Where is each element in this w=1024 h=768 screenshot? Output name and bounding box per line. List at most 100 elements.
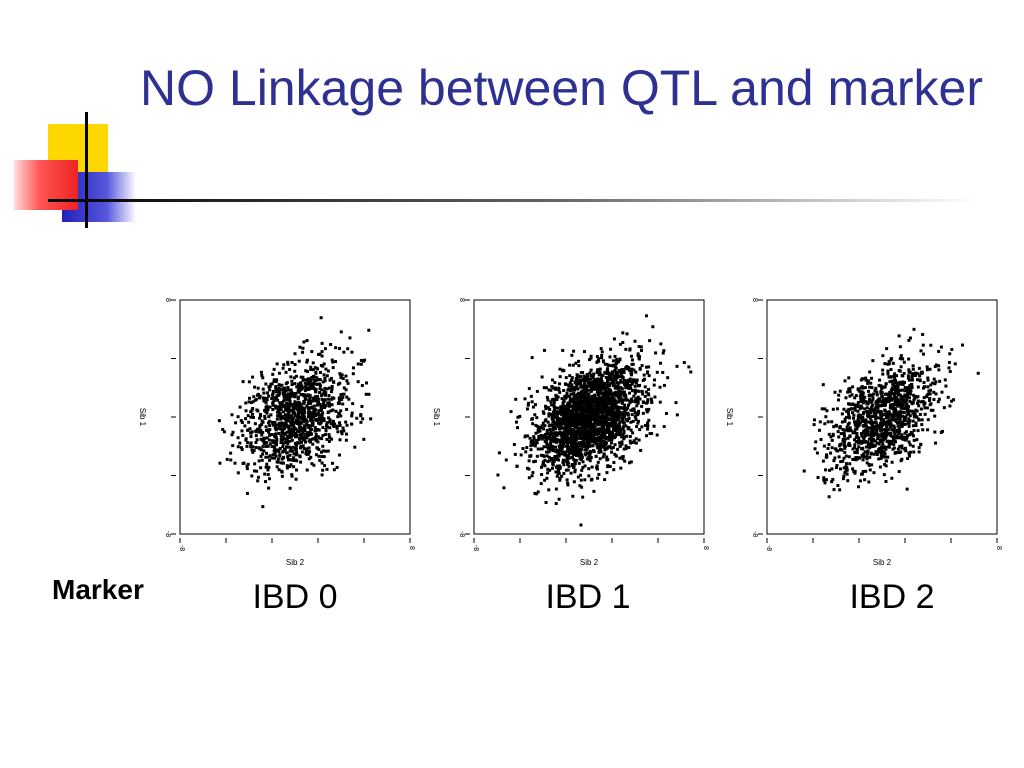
data-point [624, 366, 628, 370]
data-point [848, 428, 852, 432]
data-point [266, 421, 270, 425]
data-point [829, 451, 833, 455]
data-point [541, 410, 545, 414]
data-point [308, 440, 312, 444]
data-point [597, 378, 601, 382]
data-point [881, 354, 885, 358]
data-point [876, 437, 880, 441]
data-point [268, 388, 272, 392]
data-point [277, 383, 281, 387]
data-point [942, 406, 946, 410]
data-point [900, 457, 904, 461]
data-point [563, 382, 567, 386]
data-point [847, 412, 851, 416]
data-point [286, 392, 290, 396]
data-point [284, 418, 288, 422]
data-point [574, 436, 578, 440]
data-point [263, 409, 267, 413]
data-point [836, 449, 840, 453]
data-point [566, 418, 570, 422]
data-point [593, 408, 597, 412]
data-point [270, 444, 274, 448]
data-point [328, 436, 332, 440]
data-point [888, 425, 892, 429]
data-point [898, 404, 902, 408]
data-point [281, 450, 285, 454]
data-point [558, 408, 562, 412]
data-point [884, 423, 888, 427]
data-point [602, 415, 606, 419]
data-point [574, 401, 578, 405]
data-point [281, 414, 285, 418]
data-point [581, 395, 585, 399]
data-point [927, 389, 931, 393]
data-point [268, 454, 272, 458]
data-point [575, 378, 579, 382]
data-point [582, 444, 586, 448]
data-point [848, 426, 852, 430]
data-point [571, 412, 575, 416]
data-point [904, 406, 908, 410]
data-point [830, 467, 834, 471]
data-point [880, 445, 884, 449]
data-point [926, 392, 930, 396]
data-point [895, 389, 899, 393]
data-point [636, 395, 640, 399]
data-point [298, 446, 302, 450]
data-point [596, 442, 600, 446]
data-point [857, 441, 861, 445]
data-point [356, 362, 360, 366]
data-point [569, 446, 573, 450]
data-point [627, 391, 631, 395]
data-point [578, 421, 582, 425]
data-point [890, 434, 894, 438]
data-point [307, 377, 311, 381]
data-point [575, 373, 579, 377]
data-point [687, 365, 691, 369]
data-point [869, 434, 873, 438]
data-point [841, 477, 845, 481]
data-point [274, 432, 278, 436]
data-point [631, 362, 635, 366]
data-point [617, 368, 621, 372]
data-point [272, 396, 276, 400]
data-point [861, 412, 865, 416]
data-point [899, 396, 903, 400]
data-point [892, 424, 896, 428]
data-point [531, 443, 535, 447]
data-point [355, 416, 359, 420]
data-point [876, 410, 880, 414]
data-point [557, 469, 561, 473]
data-point [605, 372, 609, 376]
data-point [634, 370, 638, 374]
data-point [610, 377, 614, 381]
data-point [341, 402, 345, 406]
data-point [580, 411, 584, 415]
data-point [262, 449, 266, 453]
data-point [603, 388, 607, 392]
data-point [857, 419, 861, 423]
data-point [312, 404, 316, 408]
data-point [570, 400, 574, 404]
data-point [551, 449, 555, 453]
data-point [884, 401, 888, 405]
data-point [559, 417, 563, 421]
data-point [592, 421, 596, 425]
data-point [898, 357, 902, 361]
data-point [236, 436, 240, 440]
data-point [598, 410, 602, 414]
data-point [560, 409, 564, 413]
data-point [273, 420, 277, 424]
data-point [844, 396, 848, 400]
data-point [617, 388, 621, 392]
data-point [308, 410, 312, 414]
data-point [852, 416, 856, 420]
data-point [258, 447, 262, 451]
data-point [311, 422, 315, 426]
data-point [854, 458, 858, 462]
data-point [869, 452, 873, 456]
data-point [563, 414, 567, 418]
data-point [566, 401, 570, 405]
data-point [884, 447, 888, 451]
data-point [293, 382, 297, 386]
